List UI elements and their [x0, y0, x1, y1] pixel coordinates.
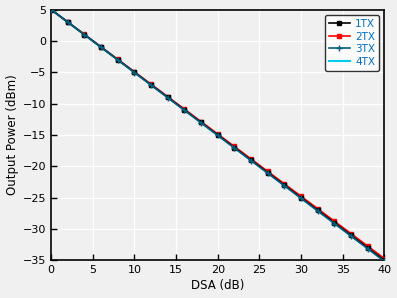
X-axis label: DSA (dB): DSA (dB) — [191, 280, 245, 292]
Y-axis label: Output Power (dBm): Output Power (dBm) — [6, 74, 19, 195]
Legend: 1TX, 2TX, 3TX, 4TX: 1TX, 2TX, 3TX, 4TX — [325, 15, 379, 71]
